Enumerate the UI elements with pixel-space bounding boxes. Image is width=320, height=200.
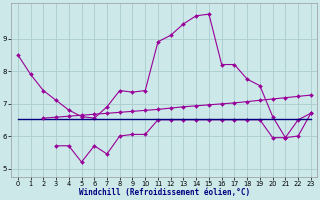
X-axis label: Windchill (Refroidissement éolien,°C): Windchill (Refroidissement éolien,°C) [79,188,250,197]
